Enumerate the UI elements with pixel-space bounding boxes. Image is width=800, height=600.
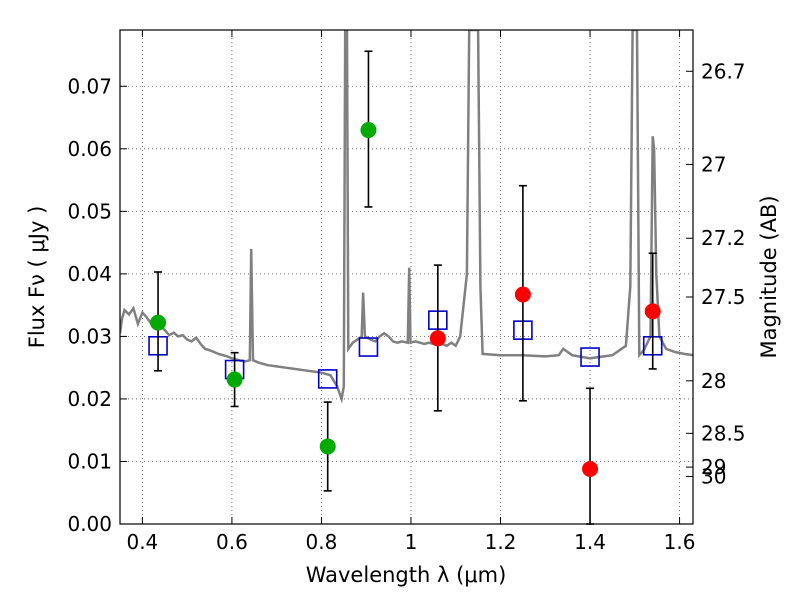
x-axis-label: Wavelength λ (μm)	[306, 563, 507, 587]
observed-point	[150, 314, 167, 331]
x-tick-label: 1.6	[664, 530, 696, 554]
magnitude-tick-label: 26.7	[701, 59, 746, 83]
y-tick-label: 0.07	[67, 74, 112, 98]
y-tick-label: 0.02	[67, 387, 112, 411]
x-tick-label: 1.2	[485, 530, 517, 554]
x-tick-label: 0.6	[216, 530, 248, 554]
grid	[120, 30, 693, 525]
observed-point	[360, 122, 377, 139]
ticks-layer: 0.4 0.6 0.8 1 1.2 1.4 1.6 0.00 0.01 0.02 0.03 0.04 0…	[67, 30, 746, 554]
model-square-point	[317, 369, 338, 389]
x-tick-label: 1	[405, 530, 418, 554]
observed-point	[429, 330, 446, 347]
model-square-point	[580, 347, 600, 367]
magnitude-tick-label: 30	[701, 464, 726, 488]
x-tick-label: 0.8	[306, 530, 338, 554]
spectrum-layer	[120, 30, 693, 404]
plot-frame	[119, 29, 694, 525]
y-axis-label: Flux Fν ( μJy )	[25, 206, 49, 349]
observed-point	[644, 303, 661, 320]
points-layer	[148, 50, 663, 525]
magnitude-tick-label: 28	[701, 369, 726, 393]
y-tick-label: 0.05	[67, 199, 112, 223]
x-tick-label: 1.4	[574, 530, 606, 554]
spectrum-line	[120, 30, 693, 404]
y-tick-label: 0.03	[67, 324, 112, 348]
y-tick-label: 0.01	[67, 449, 112, 473]
y-tick-label: 0.04	[67, 262, 112, 286]
observed-point	[582, 460, 599, 477]
magnitude-tick-label: 27.5	[701, 285, 746, 309]
x-tick-label: 0.4	[126, 530, 158, 554]
model-square-point	[358, 337, 379, 357]
observed-point	[514, 286, 531, 303]
magnitude-axis-label: Magnitude (AB)	[757, 195, 781, 358]
observed-point	[226, 371, 243, 388]
y-tick-label: 0.00	[67, 512, 112, 536]
observed-point	[319, 438, 336, 455]
magnitude-tick-label: 27	[701, 152, 726, 176]
y-tick-label: 0.06	[67, 137, 112, 161]
magnitude-tick-label: 28.5	[701, 421, 746, 445]
magnitude-tick-label: 29	[701, 455, 726, 479]
magnitude-tick-label: 27.2	[701, 226, 746, 250]
